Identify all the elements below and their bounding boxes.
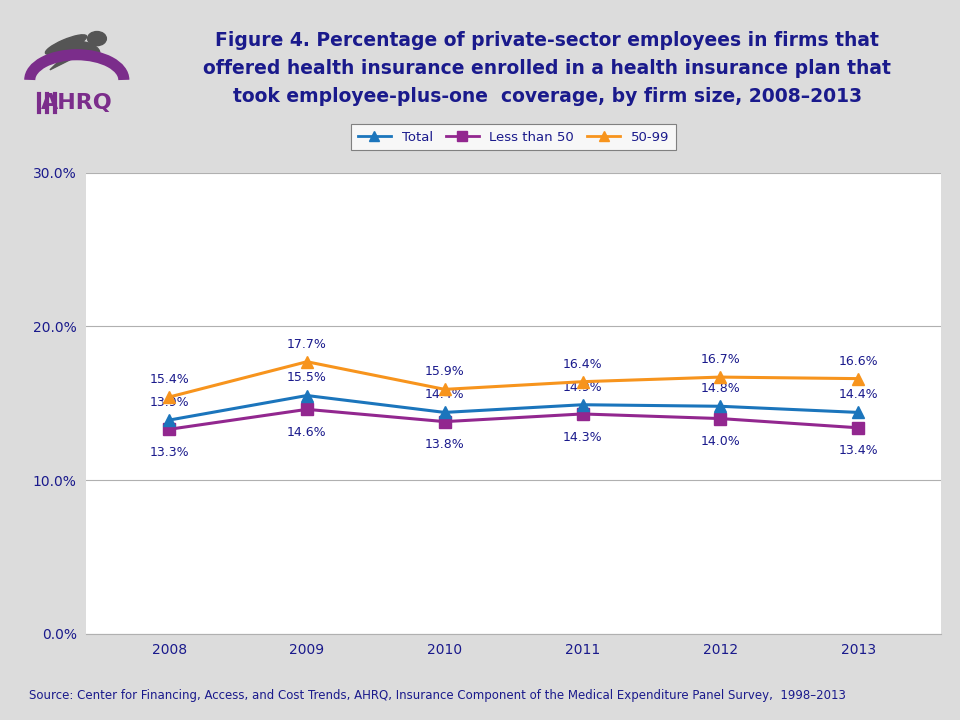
Text: 13.3%: 13.3% [149, 446, 189, 459]
Text: 17.7%: 17.7% [287, 338, 326, 351]
Text: 16.7%: 16.7% [701, 353, 740, 366]
Polygon shape [50, 57, 70, 70]
Text: 14.4%: 14.4% [838, 388, 878, 401]
Text: 13.4%: 13.4% [838, 444, 878, 457]
Text: 14.8%: 14.8% [701, 382, 740, 395]
Text: 14.0%: 14.0% [701, 435, 740, 449]
Text: 15.9%: 15.9% [425, 365, 465, 378]
Text: 14.3%: 14.3% [563, 431, 602, 444]
Text: AHRQ: AHRQ [41, 93, 112, 113]
Circle shape [87, 32, 107, 45]
Text: Source: Center for Financing, Access, and Cost Trends, AHRQ, Insurance Component: Source: Center for Financing, Access, an… [29, 689, 846, 702]
Text: 15.4%: 15.4% [149, 373, 189, 386]
Ellipse shape [45, 35, 86, 55]
Text: 16.4%: 16.4% [563, 358, 602, 371]
Ellipse shape [67, 41, 100, 58]
Text: Figure 4. Percentage of private-sector employees in firms that
offered health in: Figure 4. Percentage of private-sector e… [204, 31, 891, 106]
Text: 14.4%: 14.4% [425, 388, 465, 401]
Legend: Total, Less than 50, 50-99: Total, Less than 50, 50-99 [351, 124, 676, 150]
Text: 15.5%: 15.5% [287, 372, 326, 384]
Text: 13.9%: 13.9% [149, 396, 189, 409]
Text: 13.8%: 13.8% [425, 438, 465, 451]
Text: 14.9%: 14.9% [563, 381, 602, 394]
Text: 14.6%: 14.6% [287, 426, 326, 439]
Text: 16.6%: 16.6% [838, 354, 878, 367]
